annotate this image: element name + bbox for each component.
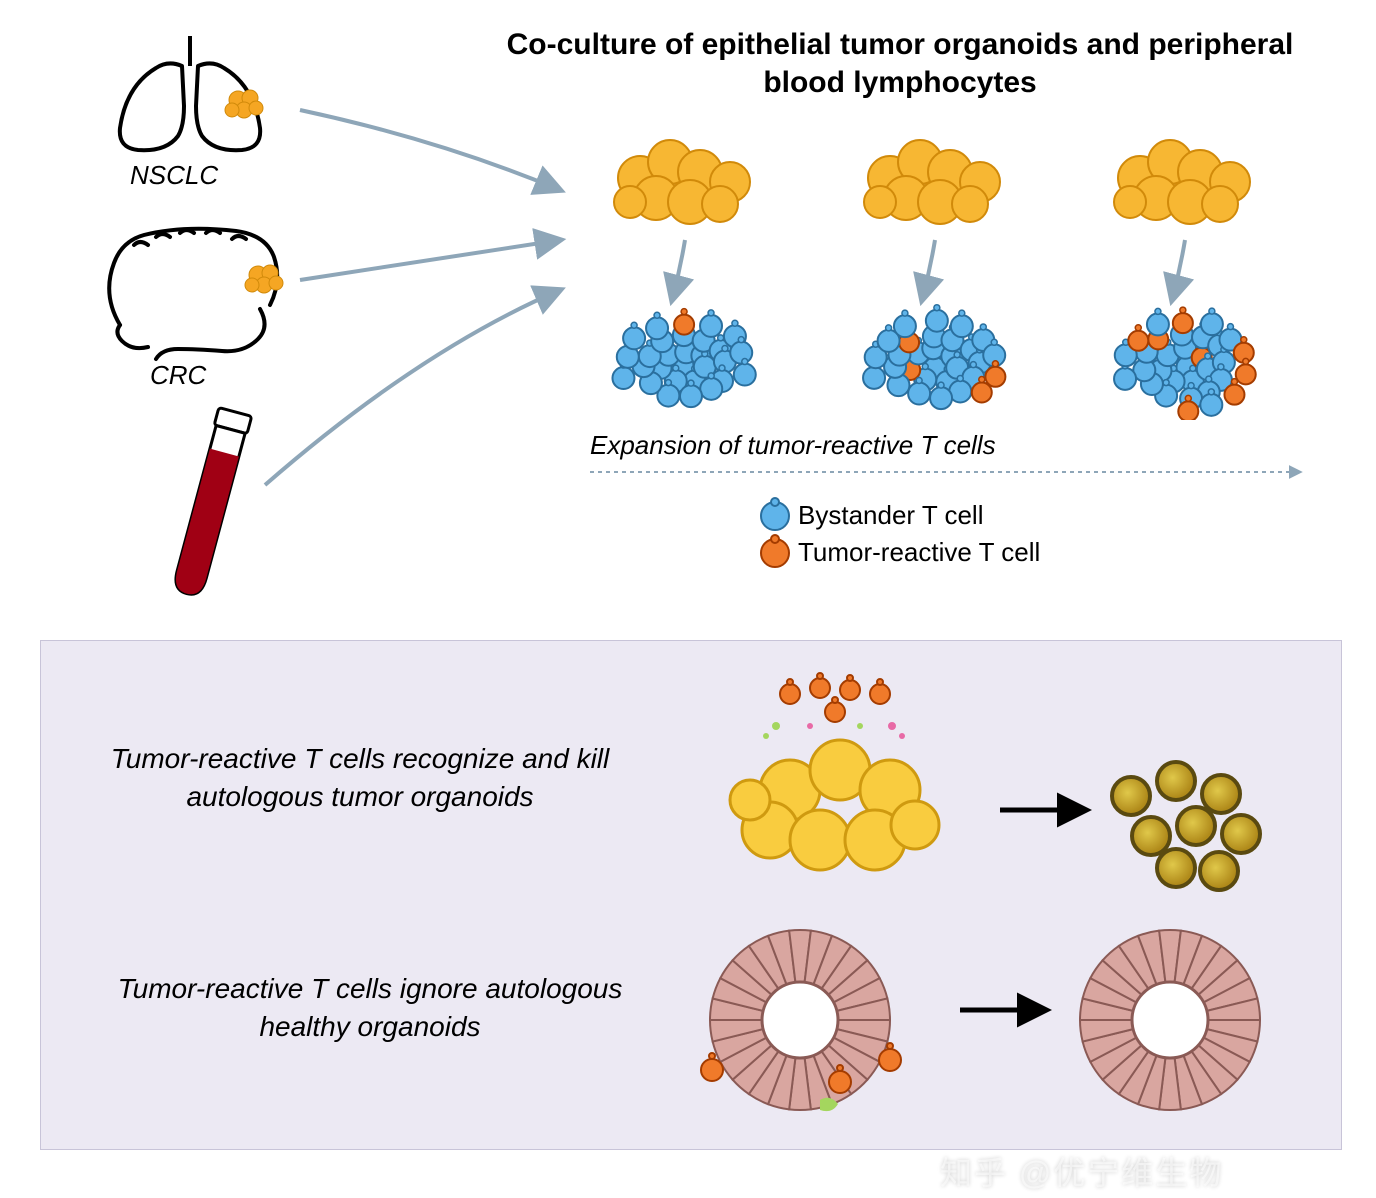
watermark: 知乎 @优宁维生物 bbox=[940, 1148, 1223, 1194]
healthy-organoid-right bbox=[1070, 920, 1270, 1120]
